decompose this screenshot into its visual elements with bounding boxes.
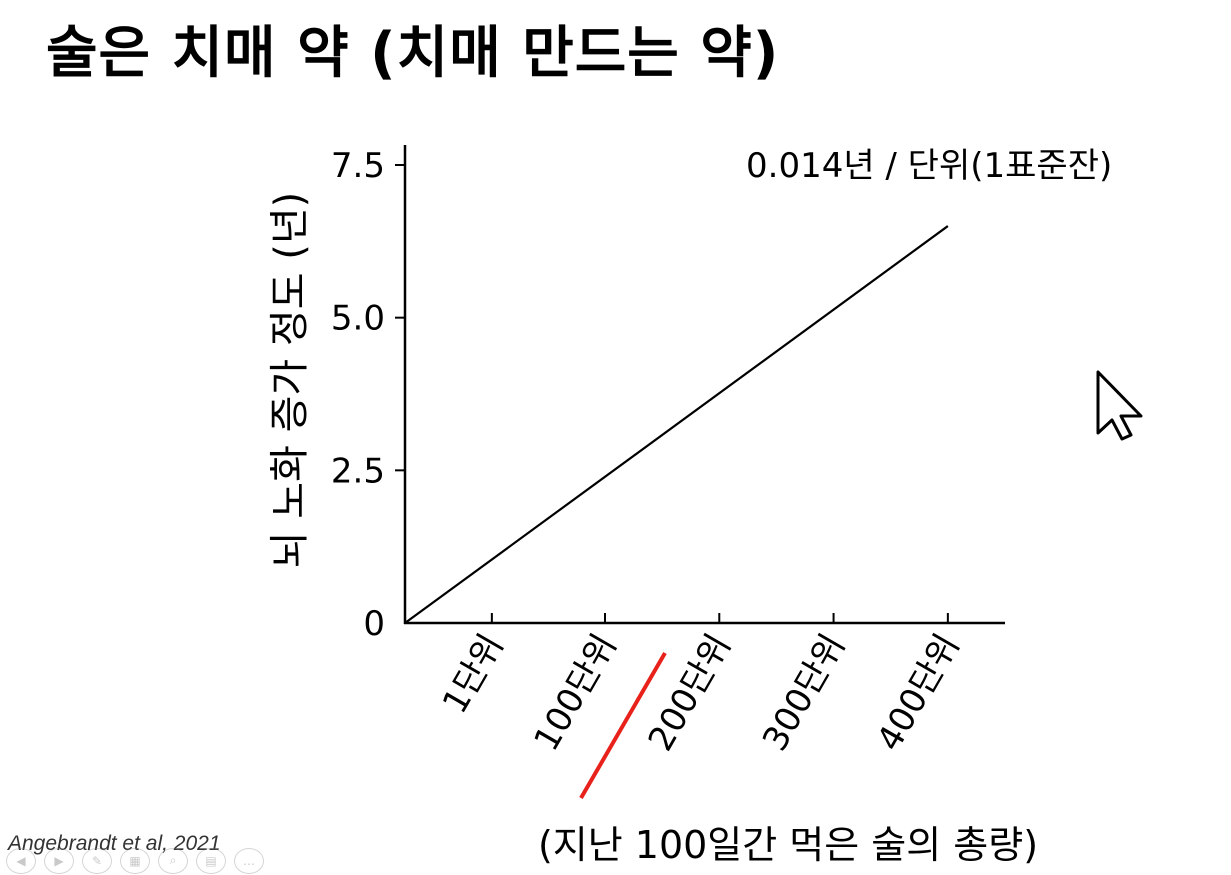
slope-annotation: 0.014년 / 단위(1표준잔) [746,146,1112,186]
y-tick-label: 2.5 [331,451,385,491]
x-tick-label: 100단위 [526,628,624,758]
x-tick-label: 400단위 [869,628,967,758]
arrow-cursor-icon [1096,370,1143,441]
y-axis-label: 뇌 노화 증가 정도 (년) [267,192,313,568]
x-tick-label: 1단위 [435,628,512,721]
pen-icon[interactable]: ✎ [82,847,112,874]
prev-icon[interactable]: ◀ [6,847,36,874]
slide-title: 술은 치매 약 (치매 만드는 약) [46,21,780,86]
x-tick-label: 200단위 [641,628,739,758]
zoom-icon[interactable]: ⌕ [158,847,188,874]
chart-labels: 0 2.5 5.0 7.5 1단위 100단위 200단위 300단위 400단위 0.014년 … [267,146,1112,867]
x-axis-label: (지난 100일간 먹은 술의 총량) [538,823,1038,867]
next-icon[interactable]: ▶ [44,847,74,874]
y-tick-label: 5.0 [331,299,385,339]
presentation-toolbar[interactable]: ◀ ▶ ✎ ▦ ⌕ ▤ … [0,846,326,875]
series-line [404,225,949,624]
slides-icon[interactable]: ▦ [120,847,150,874]
more-icon[interactable]: … [234,847,264,874]
highlight-underline [579,651,667,800]
chart-axes [395,145,1005,625]
y-tick-label: 0 [363,604,385,644]
subtitles-icon[interactable]: ▤ [196,847,226,874]
x-tick-label: 300단위 [755,628,853,758]
chart-marks [404,225,949,800]
y-tick-label: 7.5 [331,146,385,186]
